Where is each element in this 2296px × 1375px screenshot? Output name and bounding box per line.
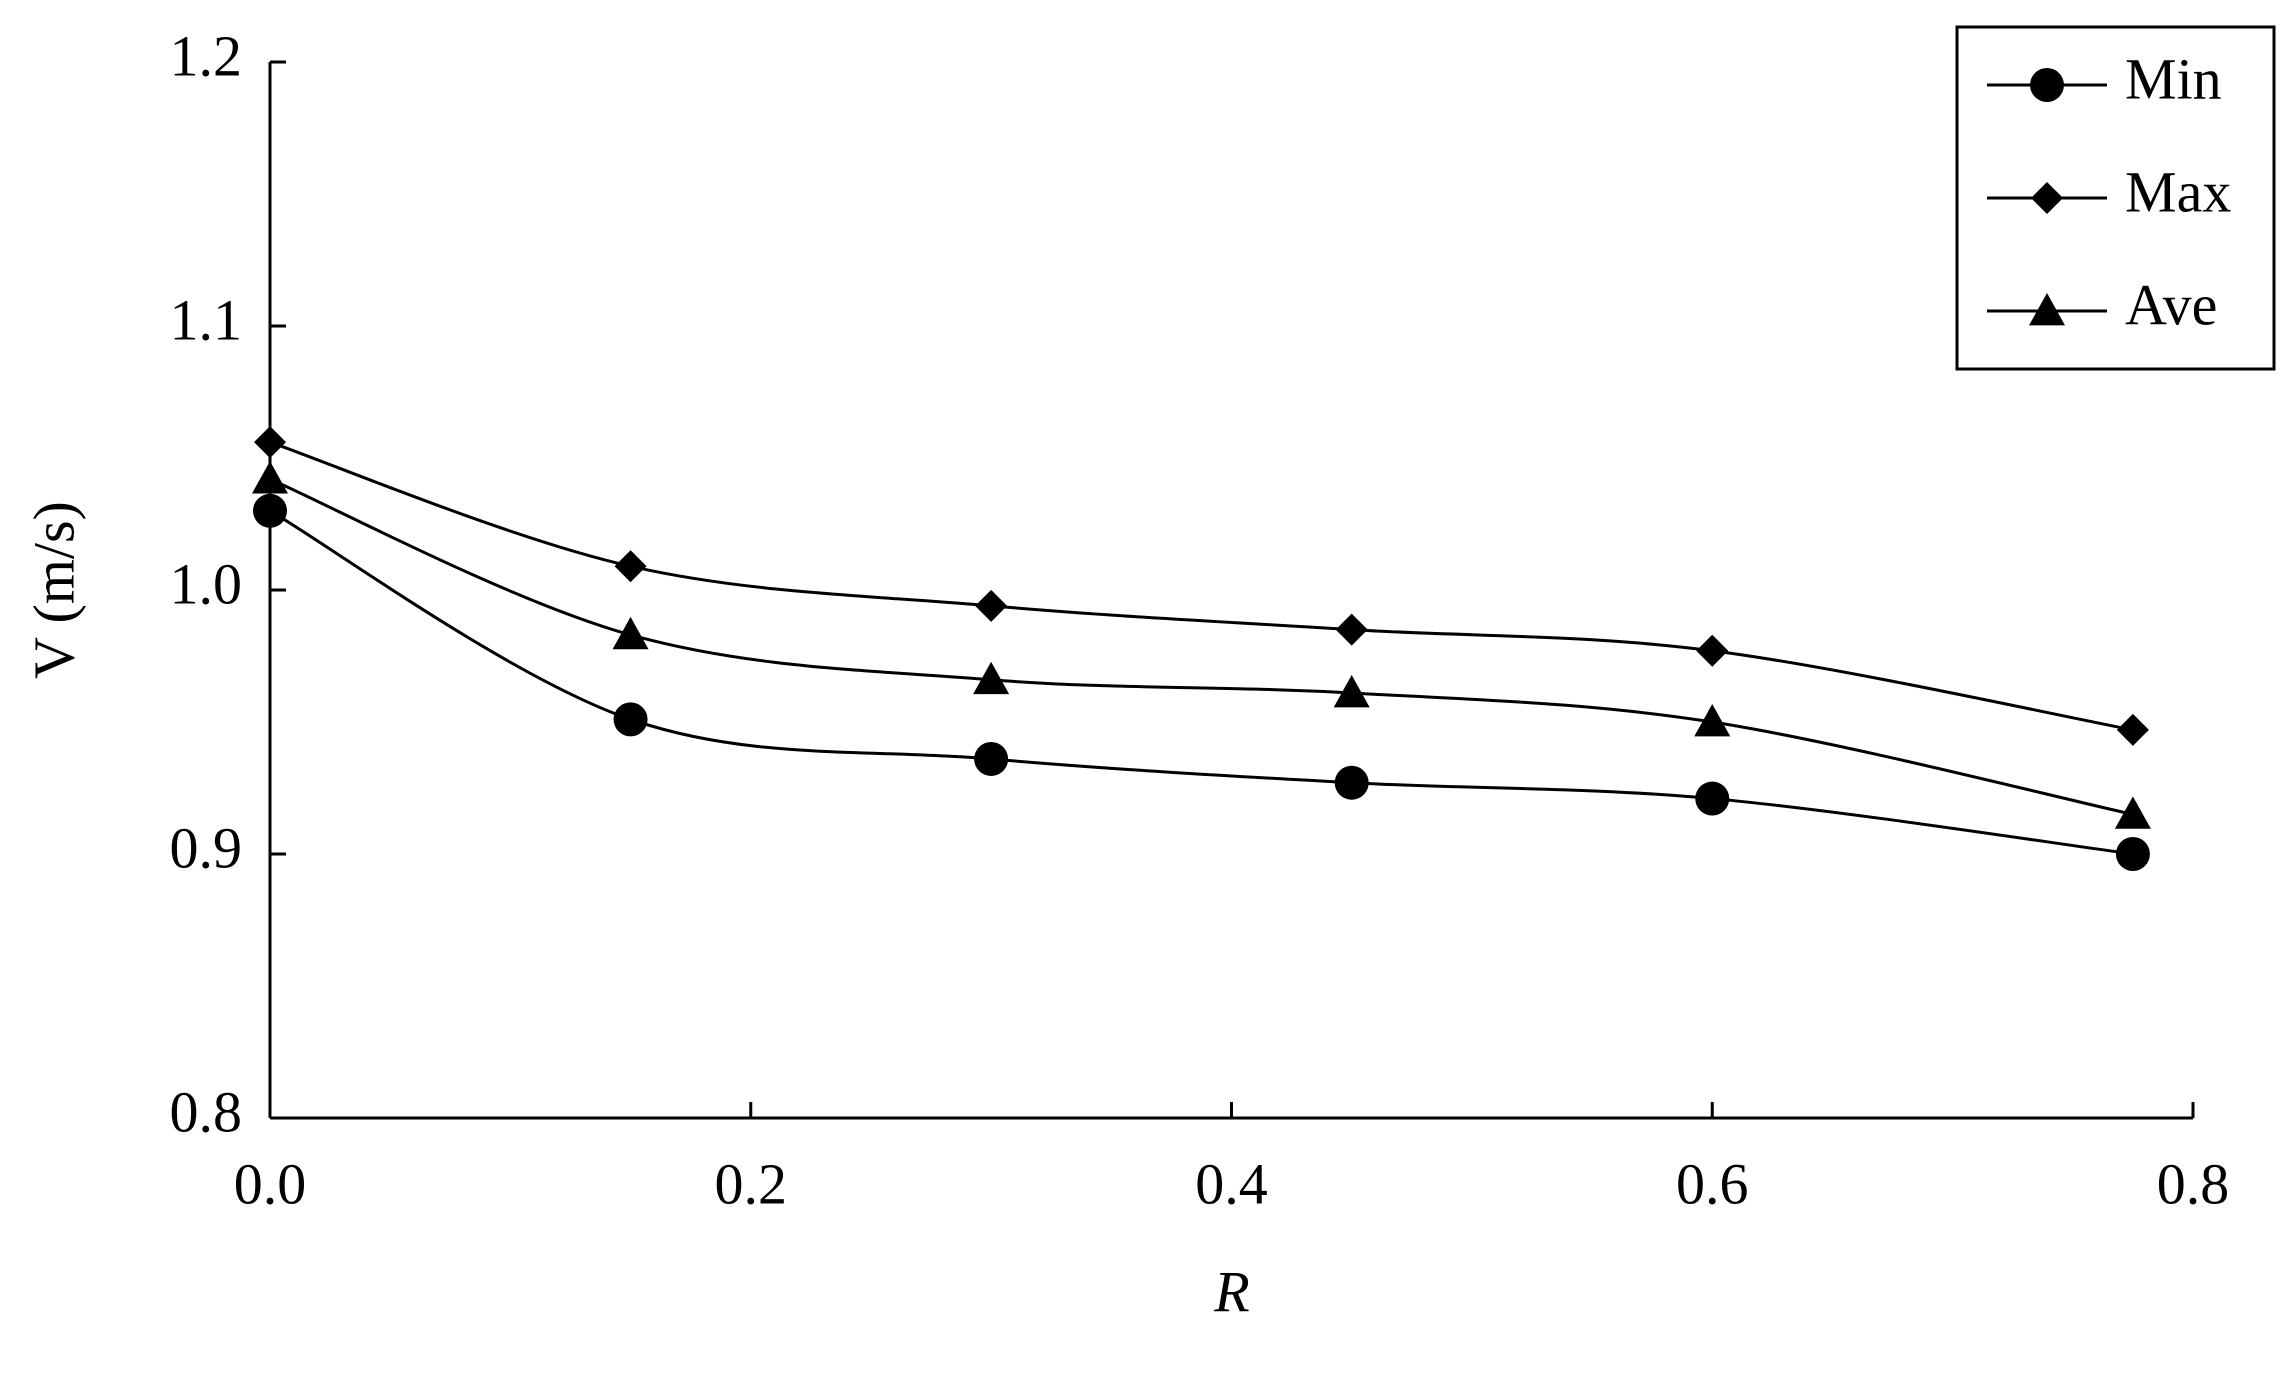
- x-tick-label: 0.8: [2157, 1151, 2230, 1216]
- x-tick-label: 0.6: [1676, 1151, 1749, 1216]
- marker: [613, 702, 648, 737]
- legend-label: Ave: [2125, 272, 2217, 337]
- x-axis-label: R: [1213, 1259, 1249, 1324]
- y-tick-label: 0.8: [170, 1079, 243, 1144]
- marker: [1334, 765, 1369, 800]
- marker: [1333, 674, 1370, 708]
- marker: [253, 493, 287, 528]
- marker: [2030, 68, 2064, 102]
- y-axis-label: V (m/s): [21, 501, 86, 679]
- marker: [2115, 837, 2150, 871]
- x-tick-label: 0.2: [715, 1151, 788, 1216]
- marker: [1696, 634, 1729, 667]
- marker: [2029, 293, 2065, 326]
- series-line: [269, 477, 2134, 816]
- marker: [254, 426, 286, 459]
- marker: [975, 589, 1008, 622]
- legend-label: Max: [2125, 159, 2231, 224]
- marker: [1335, 613, 1368, 646]
- marker: [2116, 713, 2149, 746]
- marker: [612, 616, 649, 650]
- y-tick-label: 1.1: [170, 287, 243, 352]
- marker: [974, 741, 1009, 776]
- marker: [252, 461, 288, 494]
- marker: [973, 661, 1010, 695]
- marker: [2114, 796, 2151, 829]
- y-tick-label: 1.2: [170, 23, 243, 88]
- marker: [1695, 781, 1730, 816]
- series-line: [269, 509, 2134, 856]
- marker: [1694, 704, 1731, 737]
- legend-label: Min: [2125, 46, 2222, 111]
- series-line: [269, 440, 2134, 732]
- y-tick-label: 0.9: [170, 815, 243, 880]
- marker: [614, 550, 647, 583]
- x-tick-label: 0.0: [234, 1151, 307, 1216]
- marker: [2031, 182, 2063, 214]
- y-tick-label: 1.0: [170, 551, 243, 616]
- x-tick-label: 0.4: [1195, 1151, 1268, 1216]
